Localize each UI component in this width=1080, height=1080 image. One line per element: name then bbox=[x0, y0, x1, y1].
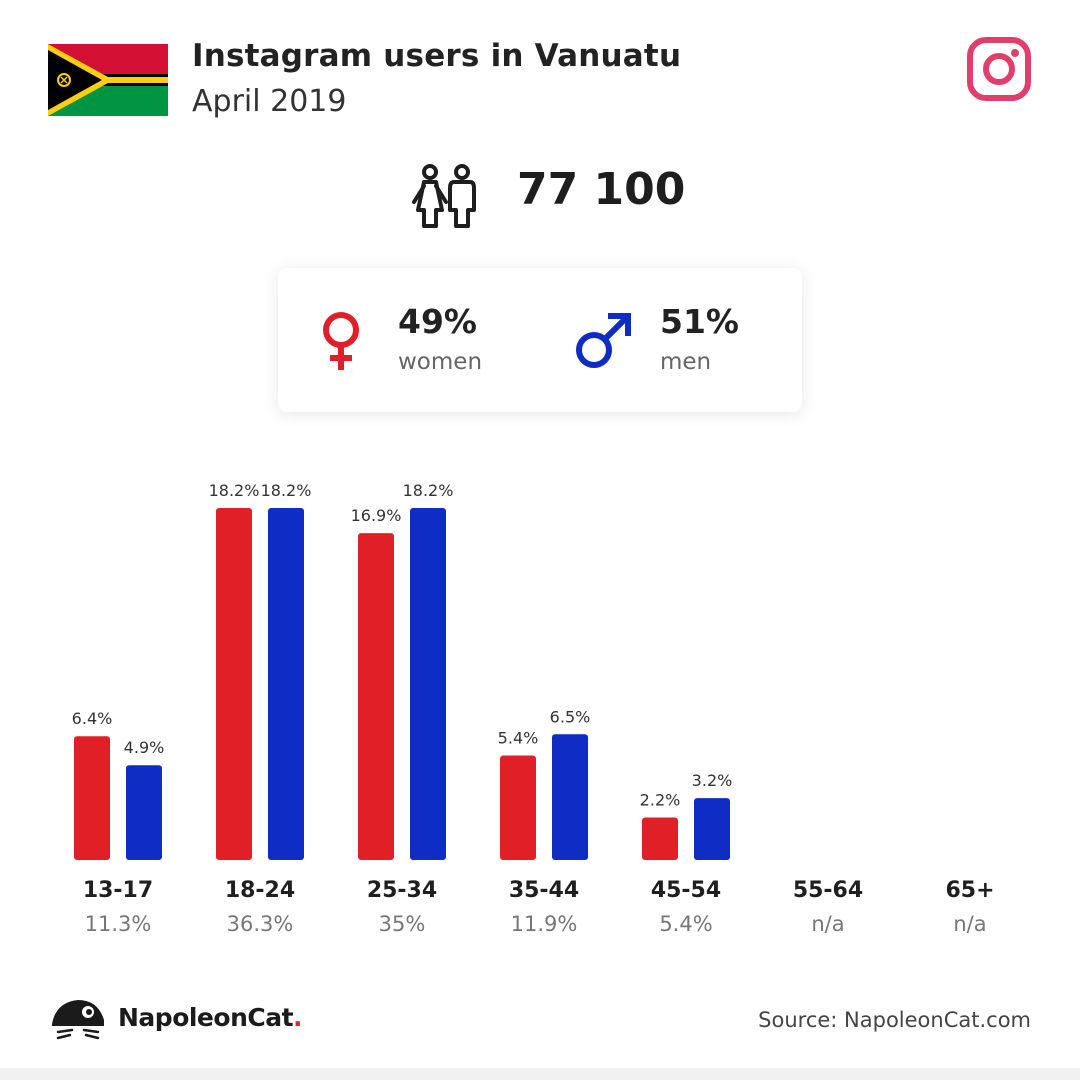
data-label-women-45-54: 2.2% bbox=[640, 790, 681, 809]
bar-men-18-24 bbox=[268, 508, 304, 860]
age-gender-bar-chart: 6.4%4.9%18.2% 18.2%16.9%18.2%5.4%6.5%2.2%… bbox=[72, 481, 733, 860]
vanuatu-flag-icon bbox=[48, 44, 168, 116]
age-group-share: 35% bbox=[378, 912, 426, 936]
age-group-label: 65+ bbox=[945, 878, 995, 903]
bar-women-25-34 bbox=[358, 533, 394, 860]
men-label: men bbox=[660, 349, 712, 375]
page-subtitle: April 2019 bbox=[192, 84, 347, 119]
bar-men-13-17 bbox=[126, 765, 162, 860]
source-link[interactable]: Source: NapoleonCat.com bbox=[758, 1008, 1031, 1032]
data-label-women-35-44: 5.4% bbox=[498, 729, 539, 748]
page-title: Instagram users in Vanuatu bbox=[192, 38, 682, 74]
data-label-men-25-34: 18.2% bbox=[403, 481, 454, 500]
gender-summary-card: 49% women 51% men bbox=[278, 268, 802, 412]
brand-name: NapoleonCat. bbox=[118, 1003, 303, 1032]
age-group-label: 55-64 bbox=[792, 878, 864, 903]
bar-men-45-54 bbox=[694, 798, 730, 860]
women-label: women bbox=[398, 349, 483, 375]
data-label-women-25-34: 16.9% bbox=[351, 506, 402, 525]
bar-men-35-44 bbox=[552, 734, 588, 860]
age-group-share: n/a bbox=[811, 912, 845, 936]
women-percent: 49% bbox=[398, 302, 477, 341]
bar-women-45-54 bbox=[642, 817, 678, 860]
data-label-women-18-24: 18.2% bbox=[209, 481, 260, 500]
bar-women-13-17 bbox=[74, 736, 110, 860]
bar-women-35-44 bbox=[500, 755, 536, 860]
data-label-women-13-17: 6.4% bbox=[72, 709, 113, 728]
age-group-share: 11.3% bbox=[84, 912, 152, 936]
age-group-share: 11.9% bbox=[510, 912, 578, 936]
data-label-men-13-17: 4.9% bbox=[124, 738, 165, 757]
male-symbol-icon bbox=[576, 313, 631, 368]
age-group-share: 5.4% bbox=[659, 912, 713, 936]
age-group-label: 13-17 bbox=[82, 878, 154, 903]
instagram-icon bbox=[967, 37, 1031, 101]
data-label-men-35-44: 6.5% bbox=[550, 707, 591, 726]
age-group-share: 36.3% bbox=[226, 912, 294, 936]
age-group-label: 35-44 bbox=[508, 878, 580, 903]
data-label-men-18-24: 18.2% bbox=[261, 481, 312, 500]
age-group-share: n/a bbox=[953, 912, 987, 936]
bar-men-25-34 bbox=[410, 508, 446, 860]
female-symbol-icon bbox=[323, 312, 359, 370]
brand-dot: . bbox=[293, 1003, 303, 1032]
age-group-label: 45-54 bbox=[650, 878, 722, 903]
men-percent: 51% bbox=[660, 302, 739, 341]
age-group-label: 18-24 bbox=[224, 878, 296, 903]
brand-text: NapoleonCat bbox=[118, 1003, 294, 1032]
people-icon bbox=[412, 164, 476, 228]
bar-women-18-24 bbox=[216, 508, 252, 860]
age-group-label: 25-34 bbox=[366, 878, 438, 903]
total-users: 77 100 bbox=[517, 164, 686, 215]
napoleoncat-logo-icon bbox=[52, 1000, 104, 1040]
bottom-strip bbox=[0, 1068, 1080, 1080]
data-label-men-45-54: 3.2% bbox=[692, 771, 733, 790]
